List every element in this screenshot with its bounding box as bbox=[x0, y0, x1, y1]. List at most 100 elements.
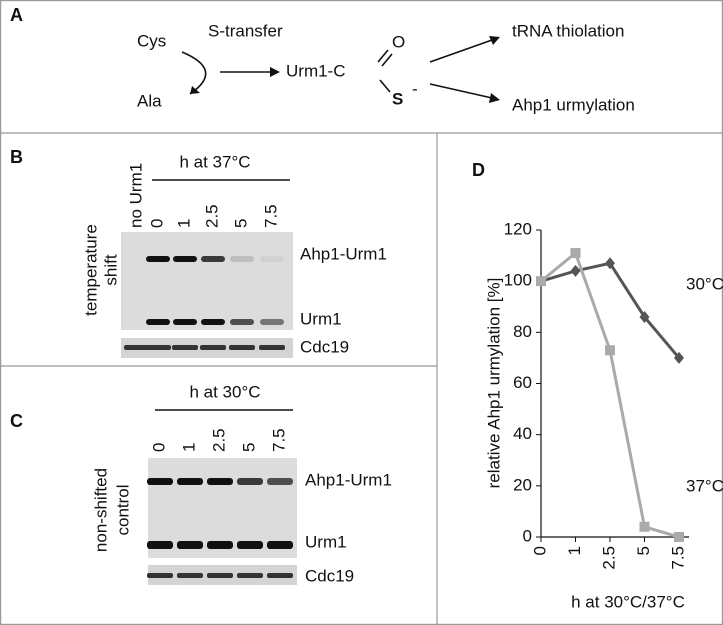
marker bbox=[570, 248, 581, 259]
marker bbox=[536, 276, 546, 287]
y-tick-label: 80 bbox=[513, 322, 532, 341]
band bbox=[173, 256, 197, 262]
marker bbox=[605, 345, 615, 356]
arrow bbox=[429, 39, 493, 63]
side-label: temperature bbox=[81, 224, 100, 316]
band-label: Cdc19 bbox=[300, 337, 349, 356]
band bbox=[177, 478, 203, 485]
panel-label: B bbox=[10, 147, 23, 167]
label: Urm1-C bbox=[286, 61, 346, 80]
x-tick-label: 0 bbox=[530, 546, 549, 555]
marker bbox=[570, 264, 581, 277]
bond bbox=[381, 53, 393, 67]
panel-label: A bbox=[10, 5, 23, 25]
band bbox=[200, 345, 226, 350]
band bbox=[145, 345, 171, 350]
band bbox=[260, 319, 284, 325]
arrowhead bbox=[270, 67, 280, 77]
arrowhead bbox=[489, 36, 500, 45]
band bbox=[267, 478, 293, 485]
y-tick-label: 100 bbox=[504, 271, 532, 290]
band-label: Cdc19 bbox=[305, 566, 354, 585]
header: h at 37°C bbox=[179, 152, 250, 171]
marker bbox=[674, 351, 684, 364]
band bbox=[177, 541, 203, 549]
side-label: non-shifted bbox=[91, 468, 110, 552]
lane-label: 7.5 bbox=[269, 428, 288, 452]
side-label: control bbox=[113, 484, 132, 535]
panel-label: D bbox=[472, 160, 485, 180]
bond bbox=[379, 79, 391, 93]
label: tRNA thiolation bbox=[512, 21, 624, 40]
band bbox=[260, 256, 284, 262]
band bbox=[229, 345, 255, 350]
band bbox=[201, 319, 225, 325]
y-tick-label: 120 bbox=[504, 219, 532, 238]
x-tick-label: 7.5 bbox=[668, 546, 687, 570]
lane-label: 1 bbox=[179, 443, 198, 452]
lane-label: 0 bbox=[147, 219, 166, 228]
band bbox=[147, 541, 173, 549]
marker bbox=[639, 521, 650, 532]
y-axis-label: relative Ahp1 urmylation [%] bbox=[484, 278, 503, 489]
series-line bbox=[540, 261, 681, 359]
panel-label: C bbox=[10, 411, 23, 431]
series-label: 30°C bbox=[686, 274, 723, 293]
label: - bbox=[412, 79, 418, 98]
side-label: shift bbox=[101, 254, 120, 285]
label: S bbox=[392, 89, 403, 108]
band-label: Ahp1-Urm1 bbox=[305, 470, 392, 489]
label: S-transfer bbox=[208, 21, 283, 40]
bond bbox=[377, 49, 389, 63]
x-tick-label: 5 bbox=[634, 546, 653, 555]
band bbox=[267, 541, 293, 549]
band-label: Urm1 bbox=[300, 309, 342, 328]
header: h at 30°C bbox=[189, 382, 260, 401]
band bbox=[230, 319, 254, 325]
band-label: Ahp1-Urm1 bbox=[300, 244, 387, 263]
arrow bbox=[429, 83, 493, 99]
band bbox=[201, 256, 225, 262]
label: Ahp1 urmylation bbox=[512, 95, 635, 114]
band bbox=[146, 319, 170, 325]
band bbox=[237, 573, 263, 578]
y-tick-label: 20 bbox=[513, 475, 532, 494]
band bbox=[147, 573, 173, 578]
label: O bbox=[392, 32, 405, 51]
band bbox=[207, 478, 233, 485]
band bbox=[172, 345, 198, 350]
band bbox=[147, 478, 173, 485]
band bbox=[177, 573, 203, 578]
lane-label: 1 bbox=[174, 219, 193, 228]
label: Cys bbox=[137, 31, 166, 50]
y-tick-label: 60 bbox=[513, 373, 532, 392]
band-label: Urm1 bbox=[305, 532, 347, 551]
marker bbox=[605, 257, 615, 270]
arrowhead bbox=[190, 86, 200, 94]
band bbox=[267, 573, 293, 578]
band bbox=[237, 541, 263, 549]
marker bbox=[674, 532, 684, 542]
band bbox=[237, 478, 263, 485]
x-tick-label: 2.5 bbox=[599, 546, 618, 570]
marker bbox=[639, 310, 650, 323]
lane-label: 5 bbox=[231, 219, 250, 228]
lane-label: no Urm1 bbox=[126, 163, 145, 228]
band bbox=[207, 573, 233, 578]
band bbox=[146, 256, 170, 262]
arrowhead bbox=[489, 93, 500, 103]
blot bbox=[121, 232, 293, 330]
band bbox=[259, 345, 285, 350]
y-tick-label: 0 bbox=[523, 526, 532, 545]
lane-label: 2.5 bbox=[209, 428, 228, 452]
x-tick-label: 1 bbox=[565, 546, 584, 555]
lane-label: 2.5 bbox=[202, 204, 221, 228]
band bbox=[230, 256, 254, 262]
band bbox=[207, 541, 233, 549]
lane-label: 7.5 bbox=[261, 204, 280, 228]
series-label: 37°C bbox=[686, 476, 723, 495]
y-tick-label: 40 bbox=[513, 424, 532, 443]
label: Ala bbox=[137, 91, 162, 110]
